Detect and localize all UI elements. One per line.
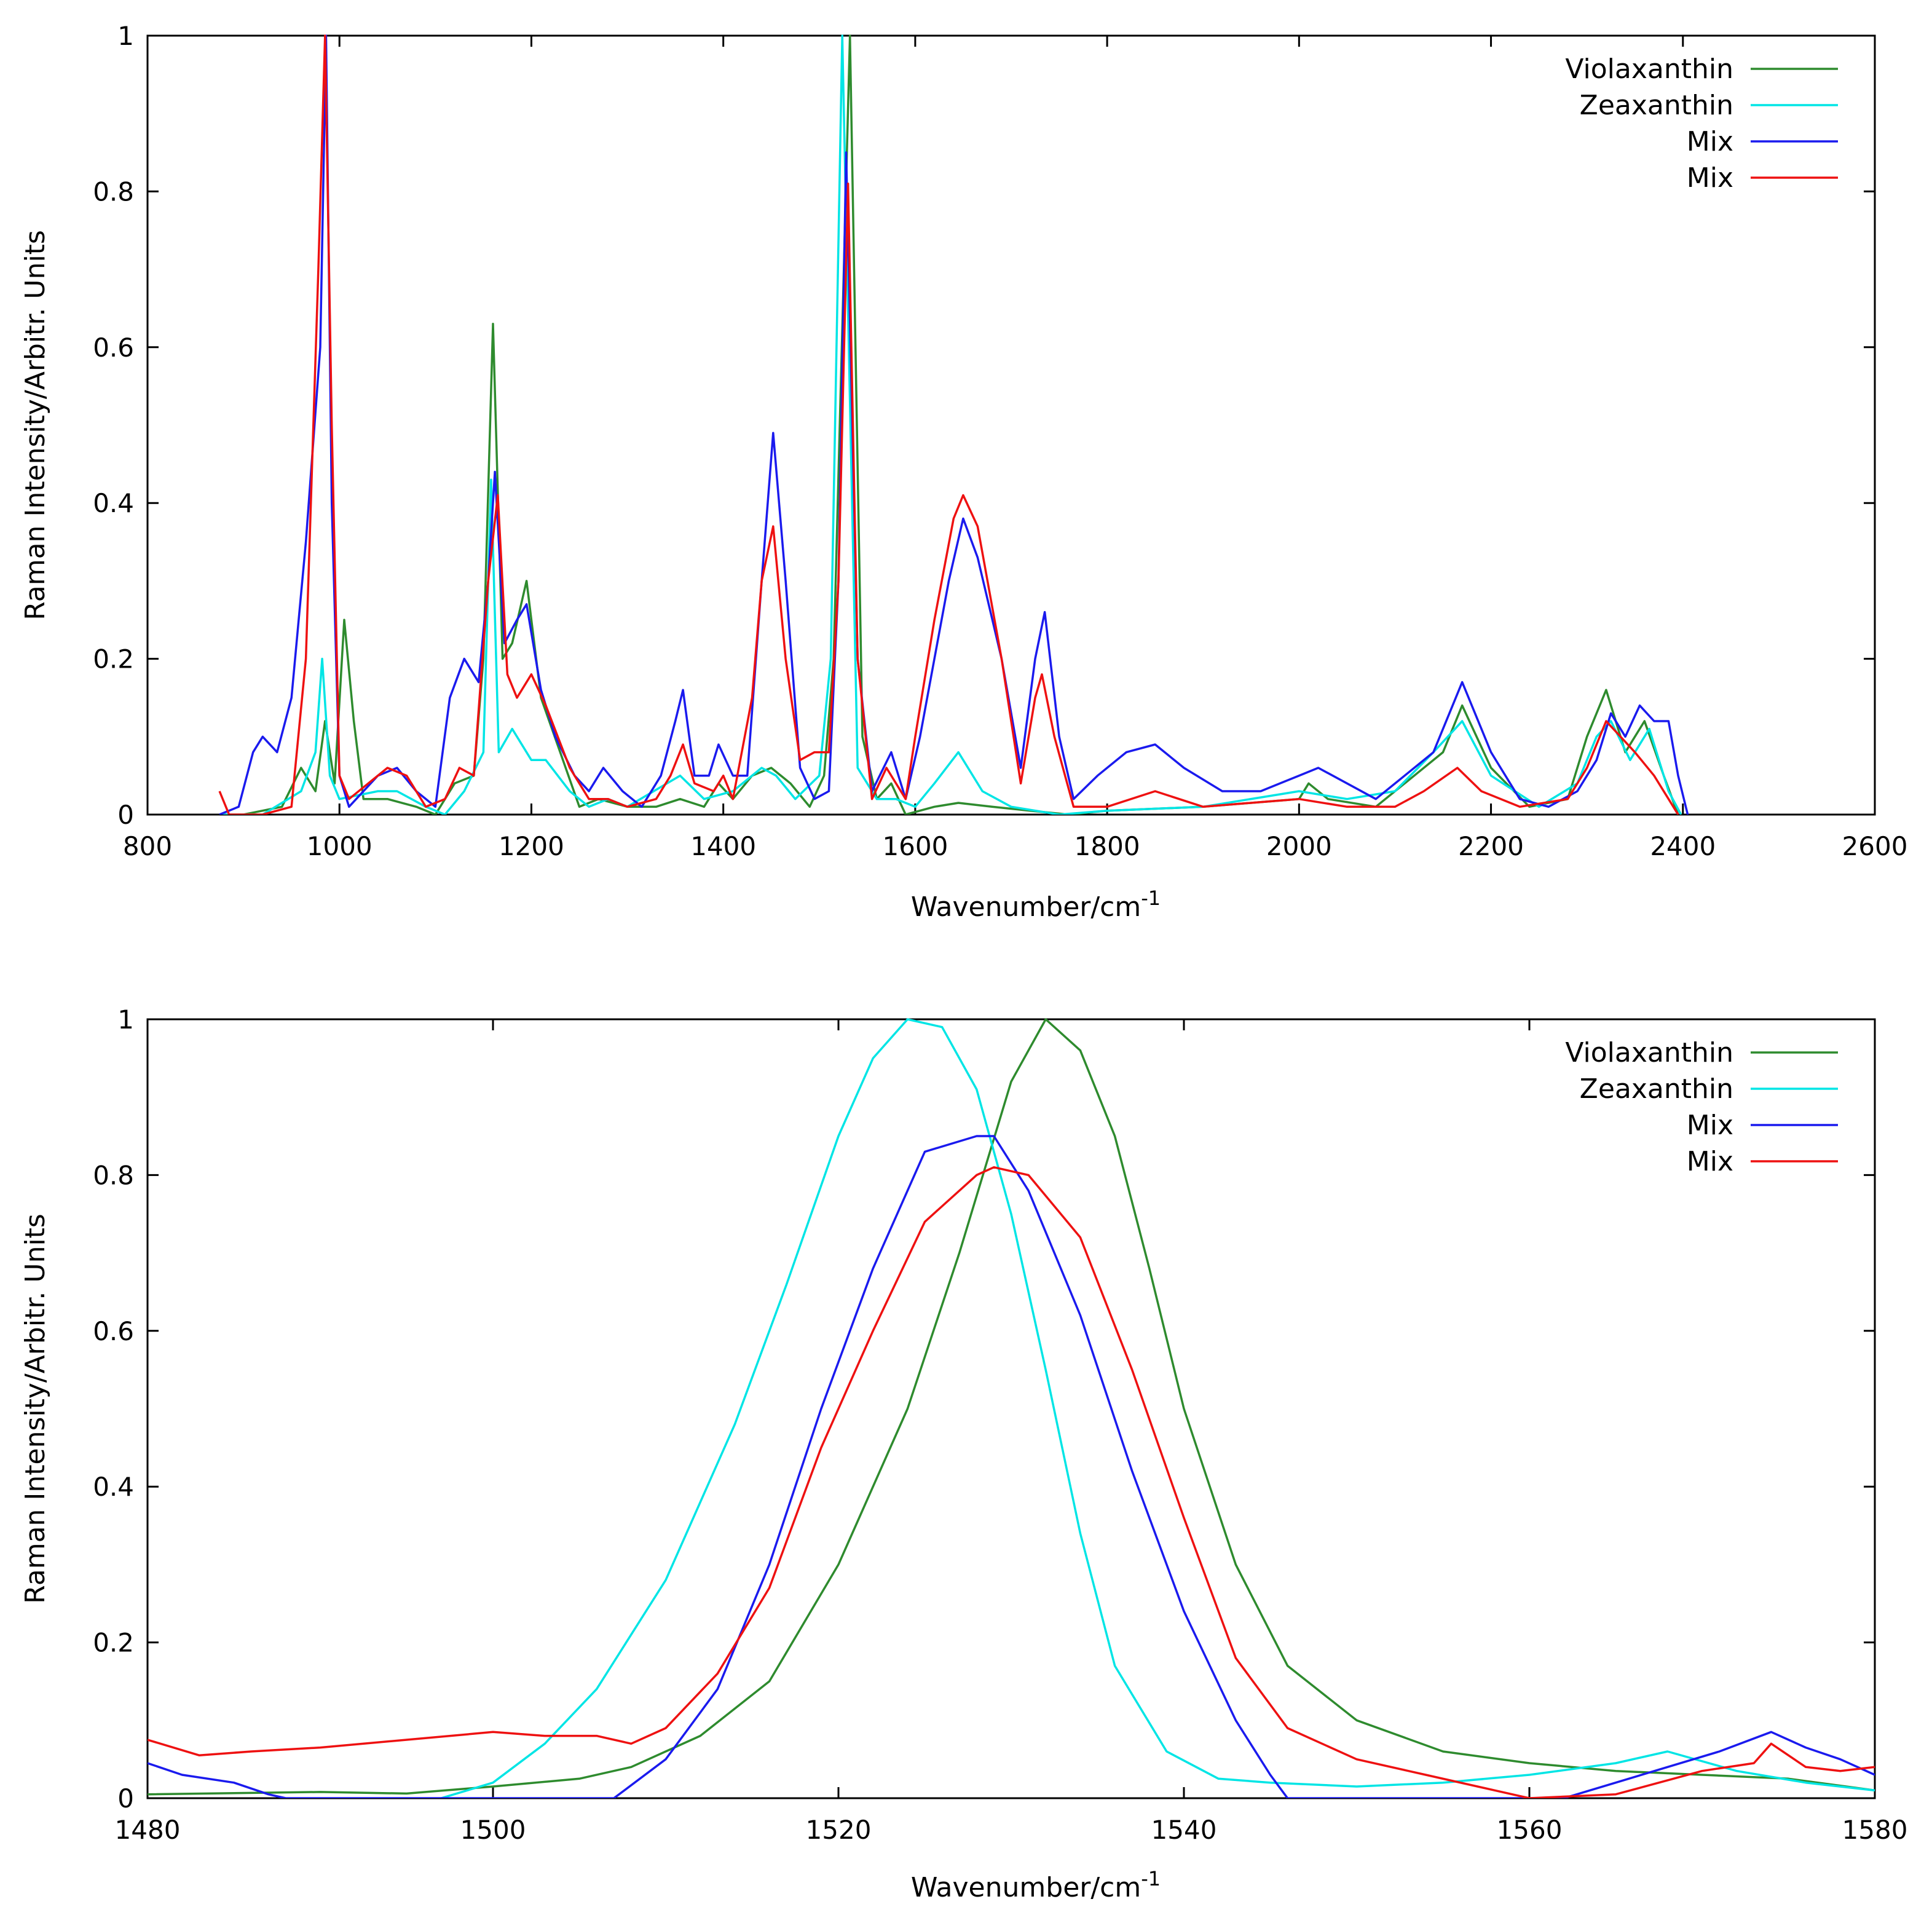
y-tick-label: 0.4 bbox=[93, 1472, 134, 1502]
x-tick-label: 2000 bbox=[1266, 831, 1332, 861]
y-axis-label: Raman Intensity/Arbitr. Units bbox=[20, 230, 51, 620]
x-tick-label: 2200 bbox=[1458, 831, 1524, 861]
legend-label: Violaxanthin bbox=[1565, 1037, 1733, 1068]
x-tick-label: 2400 bbox=[1650, 831, 1716, 861]
y-tick-label: 1 bbox=[117, 21, 134, 51]
x-tick-label: 1580 bbox=[1842, 1815, 1908, 1845]
x-tick-label: 1560 bbox=[1497, 1815, 1563, 1845]
y-tick-label: 0 bbox=[117, 1783, 134, 1814]
x-tick-label: 1800 bbox=[1074, 831, 1140, 861]
legend-label: Mix bbox=[1687, 1110, 1733, 1141]
legend-label: Zeaxanthin bbox=[1580, 1073, 1733, 1105]
series-line-mix_blue bbox=[219, 34, 1689, 815]
x-tick-label: 1520 bbox=[806, 1815, 872, 1845]
series-line-violaxanthin bbox=[148, 1018, 1875, 1796]
series-line-mix_red bbox=[148, 1166, 1875, 1798]
x-axis-label: Wavenumber/cm-1 bbox=[911, 886, 1161, 923]
y-tick-label: 0.2 bbox=[93, 644, 134, 674]
y-axis-label: Raman Intensity/Arbitr. Units bbox=[20, 1214, 51, 1604]
x-tick-label: 1000 bbox=[307, 831, 373, 861]
x-tick-label: 800 bbox=[123, 831, 172, 861]
plot-frame bbox=[146, 34, 1876, 816]
series-line-mix_red bbox=[218, 34, 1679, 815]
x-tick-label: 1600 bbox=[882, 831, 948, 861]
x-tick-label: 1540 bbox=[1151, 1815, 1217, 1845]
series-line-violaxanthin bbox=[219, 34, 1679, 815]
legend-label: Zeaxanthin bbox=[1580, 90, 1733, 121]
y-tick-label: 0.4 bbox=[93, 488, 134, 518]
legend-label: Mix bbox=[1687, 1146, 1733, 1177]
legend-label: Mix bbox=[1687, 126, 1733, 157]
y-tick-label: 0.8 bbox=[93, 176, 134, 207]
legend-label: Violaxanthin bbox=[1565, 53, 1733, 85]
y-tick-label: 0 bbox=[117, 800, 134, 830]
series-line-zeaxanthin bbox=[219, 34, 1682, 815]
x-tick-label: 1480 bbox=[115, 1815, 181, 1845]
series-line-mix_blue bbox=[148, 1135, 1875, 1798]
x-axis-label: Wavenumber/cm-1 bbox=[911, 1867, 1161, 1903]
x-tick-label: 1400 bbox=[690, 831, 756, 861]
x-axis-label-superscript: -1 bbox=[1141, 1867, 1161, 1890]
y-tick-label: 1 bbox=[117, 1005, 134, 1035]
y-tick-label: 0.8 bbox=[93, 1160, 134, 1190]
chart-2: 1480 1500 1520 1540 1560 1580 0 0.2 0.4 0.6 0.8 1 Wa… bbox=[20, 1005, 1907, 1903]
x-tick-label: 2600 bbox=[1842, 831, 1908, 861]
plot-frame bbox=[146, 1018, 1876, 1799]
chart-1: 800 1000 1200 1400 1600 1800 2000 2200 2400 2600 0… bbox=[20, 21, 1907, 923]
y-tick-label: 0.6 bbox=[93, 1316, 134, 1346]
y-tick-label: 0.6 bbox=[93, 333, 134, 363]
x-axis-label-superscript: -1 bbox=[1141, 886, 1161, 910]
y-tick-label: 0.2 bbox=[93, 1628, 134, 1658]
series-line-zeaxanthin bbox=[441, 1018, 1875, 1798]
legend-label: Mix bbox=[1687, 162, 1733, 194]
x-tick-label: 1500 bbox=[460, 1815, 526, 1845]
x-tick-label: 1200 bbox=[499, 831, 564, 861]
